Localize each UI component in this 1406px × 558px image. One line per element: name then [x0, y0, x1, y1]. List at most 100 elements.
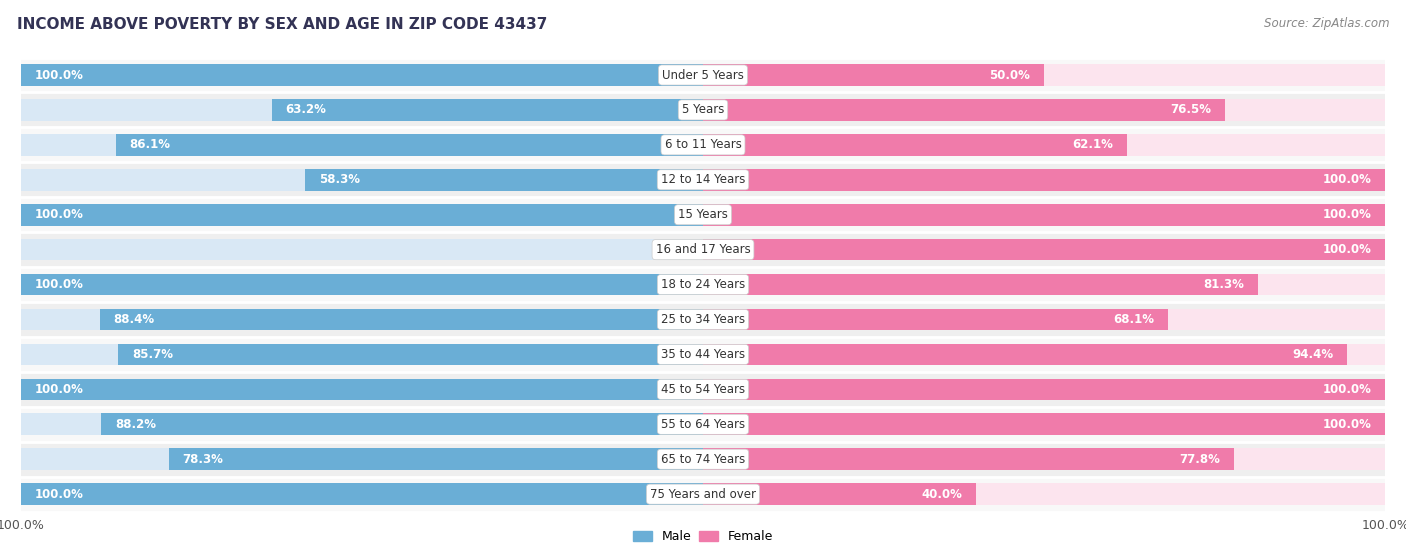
Text: 55 to 64 Years: 55 to 64 Years — [661, 418, 745, 431]
Bar — [100, 309, 703, 330]
Bar — [21, 232, 1385, 267]
Bar — [703, 134, 1385, 156]
Text: 77.8%: 77.8% — [1180, 453, 1220, 466]
Bar — [118, 344, 703, 365]
Text: Source: ZipAtlas.com: Source: ZipAtlas.com — [1264, 17, 1389, 30]
Text: 0.0%: 0.0% — [664, 243, 693, 256]
Text: 100.0%: 100.0% — [35, 208, 83, 221]
Bar — [101, 413, 703, 435]
Bar — [21, 267, 1385, 302]
Text: 88.2%: 88.2% — [115, 418, 156, 431]
Bar — [703, 483, 1385, 505]
Text: 58.3%: 58.3% — [319, 174, 360, 186]
Text: 12 to 14 Years: 12 to 14 Years — [661, 174, 745, 186]
Text: 63.2%: 63.2% — [285, 103, 326, 117]
Text: 100.0%: 100.0% — [1323, 418, 1371, 431]
Bar — [703, 204, 1385, 225]
Bar — [21, 483, 703, 505]
Bar — [21, 483, 703, 505]
Text: 100.0%: 100.0% — [1323, 208, 1371, 221]
Bar — [703, 169, 1385, 191]
Bar — [271, 99, 703, 121]
Bar — [703, 378, 1385, 400]
Bar — [703, 483, 976, 505]
Text: 6 to 11 Years: 6 to 11 Years — [665, 138, 741, 151]
Text: 94.4%: 94.4% — [1292, 348, 1333, 361]
Bar — [703, 413, 1385, 435]
Text: 78.3%: 78.3% — [183, 453, 224, 466]
Text: 40.0%: 40.0% — [921, 488, 962, 501]
Bar — [703, 344, 1385, 365]
Bar — [21, 162, 1385, 198]
Text: 65 to 74 Years: 65 to 74 Years — [661, 453, 745, 466]
Bar — [21, 64, 703, 86]
Bar — [703, 309, 1167, 330]
Bar — [21, 274, 703, 295]
Bar — [703, 64, 1385, 86]
Text: 50.0%: 50.0% — [990, 69, 1031, 81]
Bar — [21, 378, 703, 400]
Bar — [21, 274, 703, 295]
Text: 15 Years: 15 Years — [678, 208, 728, 221]
Text: 100.0%: 100.0% — [35, 69, 83, 81]
Bar — [703, 274, 1385, 295]
Bar — [21, 378, 703, 400]
Text: 100.0%: 100.0% — [35, 488, 83, 501]
Bar — [703, 204, 1385, 225]
Text: 76.5%: 76.5% — [1170, 103, 1211, 117]
Text: 88.4%: 88.4% — [114, 313, 155, 326]
Bar — [21, 413, 703, 435]
Text: 16 and 17 Years: 16 and 17 Years — [655, 243, 751, 256]
Bar — [21, 204, 703, 225]
Text: 100.0%: 100.0% — [1323, 243, 1371, 256]
Bar — [21, 449, 703, 470]
Bar — [21, 239, 703, 261]
Bar — [21, 134, 703, 156]
Text: 75 Years and over: 75 Years and over — [650, 488, 756, 501]
Bar — [703, 449, 1385, 470]
Text: 18 to 24 Years: 18 to 24 Years — [661, 278, 745, 291]
Bar — [21, 169, 703, 191]
Bar — [21, 344, 703, 365]
Bar — [21, 57, 1385, 93]
Bar — [21, 442, 1385, 477]
Text: 100.0%: 100.0% — [1323, 383, 1371, 396]
Text: 100.0%: 100.0% — [1323, 174, 1371, 186]
Bar — [703, 274, 1257, 295]
Bar — [21, 99, 703, 121]
Text: 86.1%: 86.1% — [129, 138, 170, 151]
Bar — [169, 449, 703, 470]
Bar — [21, 302, 1385, 337]
Text: INCOME ABOVE POVERTY BY SEX AND AGE IN ZIP CODE 43437: INCOME ABOVE POVERTY BY SEX AND AGE IN Z… — [17, 17, 547, 32]
Bar — [703, 99, 1385, 121]
Text: 68.1%: 68.1% — [1114, 313, 1154, 326]
Bar — [115, 134, 703, 156]
Bar — [703, 99, 1225, 121]
Bar — [703, 169, 1385, 191]
Bar — [703, 344, 1347, 365]
Bar — [21, 64, 703, 86]
Bar — [21, 198, 1385, 232]
Text: 5 Years: 5 Years — [682, 103, 724, 117]
Text: 35 to 44 Years: 35 to 44 Years — [661, 348, 745, 361]
Bar — [703, 239, 1385, 261]
Text: 25 to 34 Years: 25 to 34 Years — [661, 313, 745, 326]
Bar — [703, 449, 1233, 470]
Bar — [21, 127, 1385, 162]
Bar — [21, 309, 703, 330]
Bar — [21, 204, 703, 225]
Bar — [21, 372, 1385, 407]
Bar — [703, 134, 1126, 156]
Bar — [703, 413, 1385, 435]
Bar — [703, 378, 1385, 400]
Bar — [703, 309, 1385, 330]
Text: 62.1%: 62.1% — [1073, 138, 1114, 151]
Text: Under 5 Years: Under 5 Years — [662, 69, 744, 81]
Text: 81.3%: 81.3% — [1204, 278, 1244, 291]
Bar — [21, 337, 1385, 372]
Bar — [703, 239, 1385, 261]
Legend: Male, Female: Male, Female — [628, 525, 778, 549]
Text: 45 to 54 Years: 45 to 54 Years — [661, 383, 745, 396]
Bar — [21, 477, 1385, 512]
Bar — [21, 407, 1385, 442]
